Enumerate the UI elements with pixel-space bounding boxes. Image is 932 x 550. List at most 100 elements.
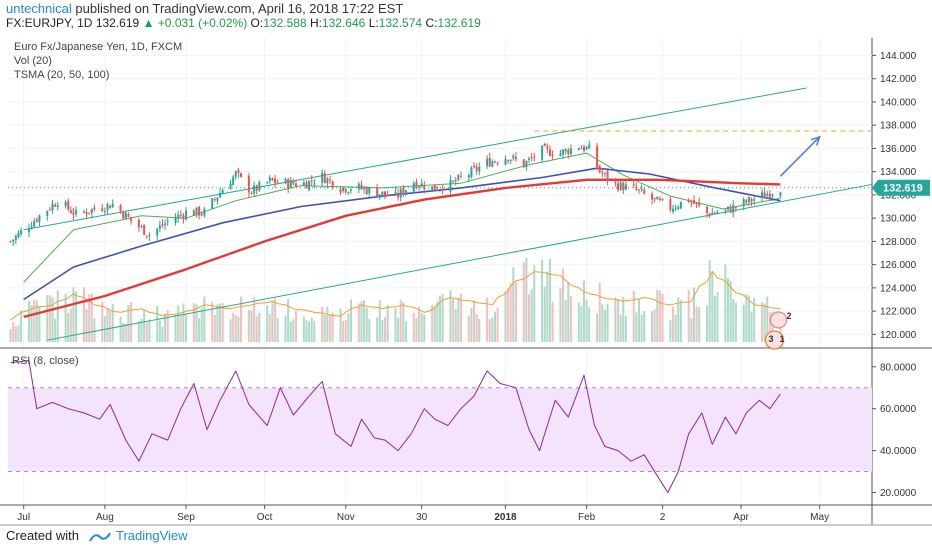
volume-bar — [161, 326, 164, 342]
candle-body — [543, 144, 546, 147]
volume-bar — [632, 290, 635, 342]
candle-body — [449, 179, 452, 192]
volume-bar — [431, 305, 434, 342]
volume-bar — [101, 301, 104, 342]
time-axis[interactable]: Jul Aug Sep Oct Nov 30 2018 Feb 2 Apr May — [17, 505, 829, 523]
volume-bar — [493, 311, 496, 342]
volume-bar — [342, 320, 345, 342]
candle-body — [109, 205, 112, 209]
candle-body — [284, 178, 287, 184]
candle-body — [747, 197, 750, 203]
volume-bar — [111, 303, 114, 342]
volume-bar — [415, 317, 418, 342]
volume-bar — [140, 318, 143, 342]
trend-channel[interactable] — [23, 87, 873, 341]
volume-bar — [635, 312, 638, 342]
volume-bar — [548, 259, 551, 342]
candle-body — [431, 186, 434, 191]
candle-body — [363, 188, 366, 190]
volume-bar — [617, 298, 620, 342]
candle-body — [72, 212, 75, 216]
candle-body — [491, 161, 494, 167]
volume-bar — [33, 299, 36, 342]
candle-body — [632, 184, 635, 186]
candle-body — [522, 159, 525, 168]
candle-body — [653, 198, 656, 200]
candle-body — [745, 200, 748, 203]
volume-legend: Vol (20) — [14, 55, 52, 67]
volume-bar — [56, 290, 59, 342]
candle-body — [378, 194, 381, 198]
volume-bar — [695, 306, 698, 342]
badge-label: 3 — [769, 334, 774, 344]
candle-body — [679, 201, 682, 209]
candle-body — [541, 145, 544, 160]
candle-body — [399, 189, 402, 198]
candle-body — [635, 186, 638, 190]
candle-body — [166, 221, 169, 223]
volume-bar — [454, 309, 457, 342]
candle-body — [69, 210, 72, 214]
candle-body — [384, 191, 387, 196]
rsi-axis[interactable]: 20.0000 40.0000 60.0000 80.0000 — [872, 362, 917, 499]
candle-body — [512, 155, 515, 159]
volume-bar — [294, 310, 298, 342]
candle-body — [742, 199, 745, 207]
volume-bar — [564, 300, 567, 342]
price-tick-label: 138.000 — [880, 121, 917, 132]
volume-bar — [378, 300, 381, 342]
volume-bar — [541, 259, 544, 342]
annotations[interactable] — [8, 130, 872, 189]
volume-bar — [585, 299, 588, 342]
candle-body — [161, 223, 164, 226]
dividend-split-badge-icon[interactable]: 2 3 1 — [765, 311, 792, 350]
volume-bar — [143, 309, 146, 342]
volume-bar — [12, 322, 15, 342]
volume-bar — [158, 320, 161, 342]
candle-body — [289, 179, 292, 188]
candle-body — [713, 212, 716, 214]
author-link[interactable]: untechnical — [6, 1, 72, 16]
candle-body — [706, 206, 709, 214]
volume-bar — [347, 312, 350, 342]
candle-body — [33, 221, 36, 227]
volume-bar — [179, 314, 182, 342]
volume-bar — [339, 308, 342, 342]
candle-body — [692, 200, 695, 204]
volume-bar — [253, 297, 256, 342]
volume-bar — [119, 316, 122, 342]
volume-bar — [271, 300, 274, 342]
ma100-line — [23, 178, 781, 319]
candle-body — [763, 192, 766, 198]
candle-body — [433, 184, 436, 190]
volume-bar — [658, 290, 661, 342]
candle-body — [266, 181, 269, 183]
price-tick-label: 140.000 — [880, 97, 917, 108]
candle-body — [195, 207, 198, 216]
candle-body — [771, 194, 774, 197]
candle-body — [192, 210, 195, 216]
low-label: L: — [368, 16, 379, 30]
volume-bar — [488, 319, 491, 342]
candle-body — [486, 158, 489, 166]
time-tick-label: Oct — [257, 512, 273, 523]
candle-body — [674, 208, 677, 210]
candle-body — [729, 207, 732, 213]
candle-body — [564, 149, 567, 152]
volume-bar — [750, 311, 753, 342]
volume-bar — [124, 323, 127, 342]
badge-bubble — [765, 330, 785, 350]
candle-body — [305, 182, 308, 189]
volume-bar — [268, 313, 271, 342]
tradingview-brand-link[interactable]: TradingView — [116, 528, 188, 543]
candle-body — [287, 179, 290, 188]
candle-body — [240, 173, 243, 177]
volume-bar — [418, 306, 421, 342]
candle-body — [509, 159, 512, 162]
candle-body — [140, 226, 143, 228]
volume-bar — [761, 302, 764, 342]
price-axis[interactable]: 120.000 122.000 124.000 126.000 128.000 130.0… — [872, 51, 917, 341]
candle-body — [30, 226, 33, 229]
forecast-arrow — [779, 136, 821, 177]
